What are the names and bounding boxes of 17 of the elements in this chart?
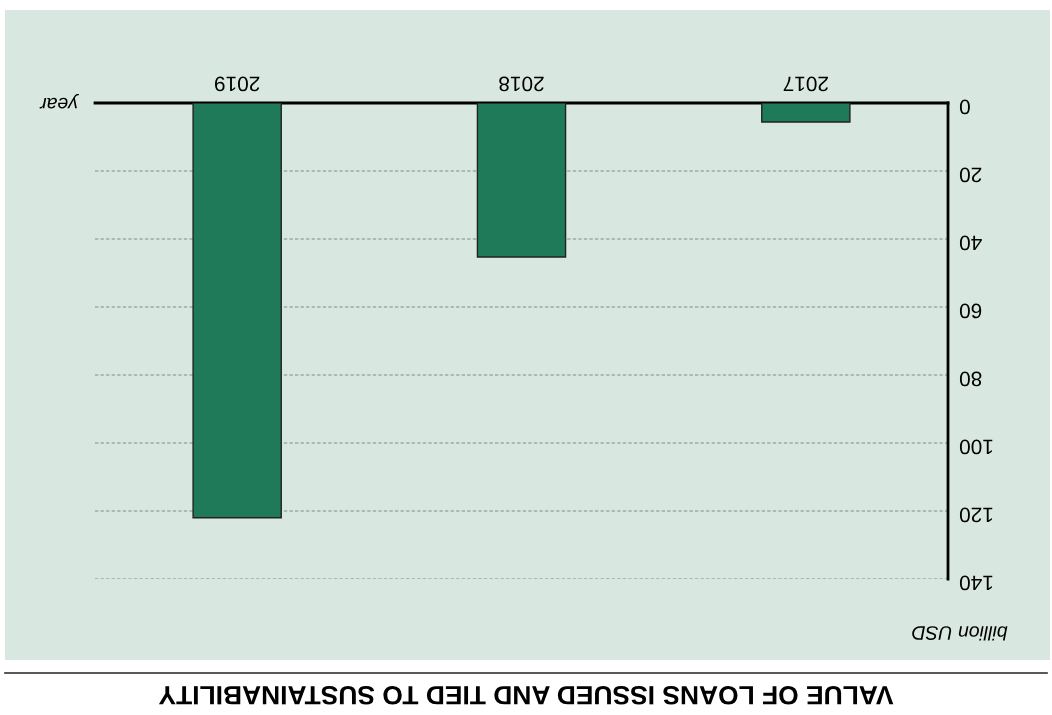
text: VALUE OF LOANS ISSUED AND TIED TO SUSTAINABILITY [158, 685, 894, 705]
y-tick-label: 20 [959, 167, 982, 183]
x-tick-label: 2017 [783, 76, 828, 92]
y-tick-label: 80 [959, 371, 982, 387]
bar [761, 103, 851, 123]
y-tick-label: 120 [959, 507, 993, 523]
bar [476, 103, 567, 258]
y-tick-label: 60 [959, 303, 982, 319]
y-tick-label: 40 [959, 235, 982, 251]
x-tick-label: 2019 [214, 76, 260, 92]
bar [192, 103, 282, 519]
y-tick-label: 0 [959, 99, 970, 115]
x-tick-label: 2018 [499, 76, 544, 92]
y-axis-title: billion USD [912, 626, 1008, 641]
y-tick-label: 140 [959, 575, 993, 591]
x-axis-title: year [39, 93, 80, 109]
y-tick-label: 100 [959, 439, 993, 455]
